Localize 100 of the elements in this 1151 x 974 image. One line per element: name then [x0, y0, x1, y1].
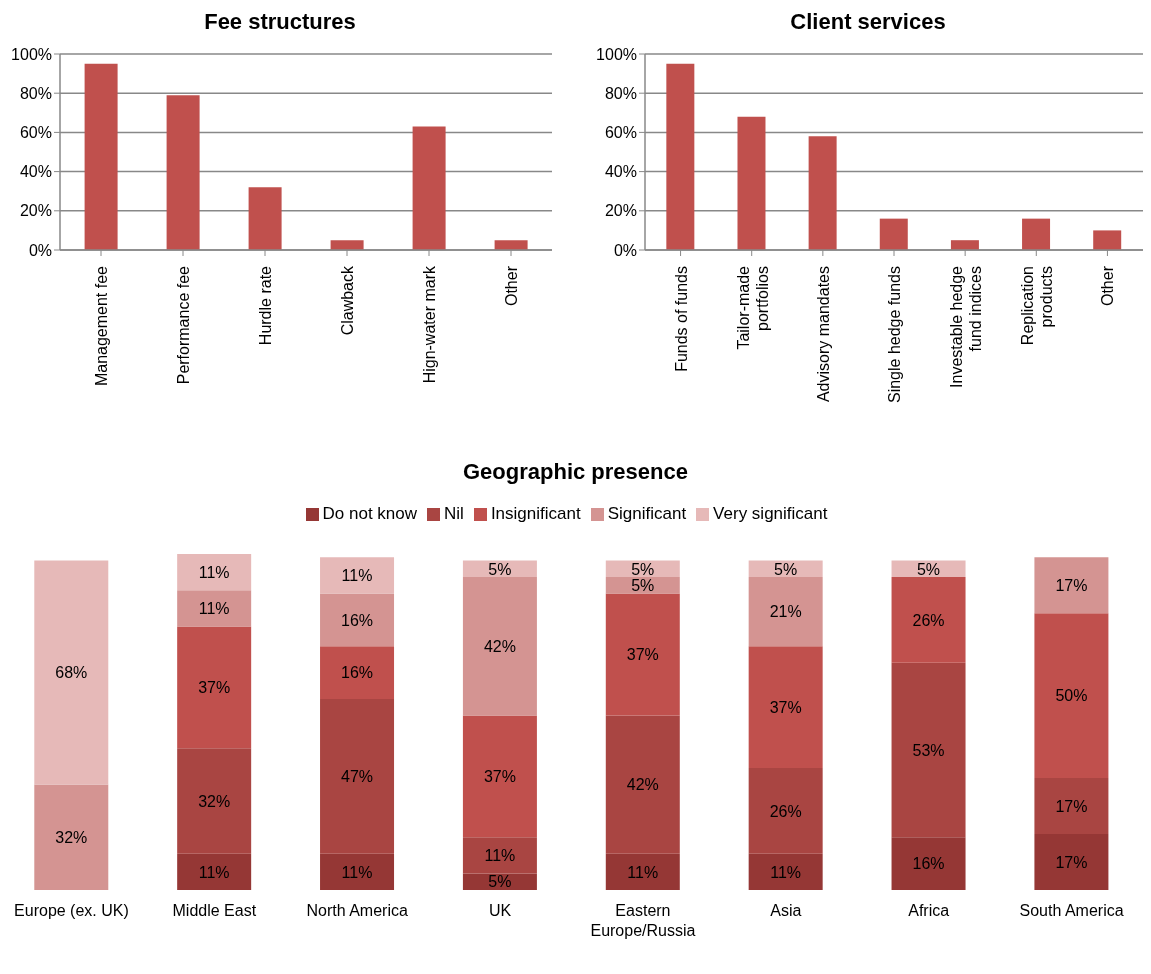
bar: [412, 126, 446, 250]
bar: [737, 116, 766, 250]
y-tick-label: 100%: [596, 45, 637, 63]
bar: [891, 662, 966, 838]
data-label: 32%: [198, 792, 231, 810]
data-label: 5%: [916, 560, 941, 578]
bar: [879, 218, 908, 250]
bar: [748, 768, 823, 854]
x-tick-label: Middle East: [172, 902, 257, 919]
bar: [248, 187, 282, 250]
bar: [330, 240, 364, 250]
x-tick-label: Advisory mandates: [814, 266, 832, 403]
data-label: 5%: [631, 576, 655, 594]
data-label: 50%: [1055, 687, 1088, 705]
legend-label: Do not know: [322, 504, 418, 523]
chart-title: Client services: [789, 8, 947, 36]
data-label: 37%: [626, 646, 659, 664]
bar: [950, 240, 979, 250]
data-label: 5%: [488, 560, 512, 578]
y-tick-label: 20%: [19, 202, 52, 220]
bar: [177, 853, 252, 890]
legend-label: Insignificant: [490, 504, 581, 523]
data-label: 17%: [1055, 853, 1088, 871]
data-label: 17%: [1055, 576, 1088, 594]
bar: [84, 63, 118, 250]
bar: [177, 590, 252, 627]
data-label: 68%: [55, 664, 88, 682]
y-tick-label: 0%: [613, 241, 637, 259]
bar: [177, 748, 252, 854]
x-tick-label: Eastern Europe/Russia: [590, 902, 696, 939]
data-label: 5%: [488, 873, 512, 891]
bar: [1034, 557, 1109, 614]
data-label: 47%: [341, 768, 374, 786]
bar: [320, 698, 395, 854]
data-label: 11%: [198, 863, 230, 881]
bar: [1034, 834, 1109, 890]
data-label: 11%: [770, 863, 802, 881]
data-label: 42%: [483, 637, 516, 655]
x-tick-label: Single hedge funds: [886, 266, 903, 403]
data-label: 37%: [483, 768, 516, 786]
data-label: 5%: [631, 560, 655, 578]
bar: [891, 577, 966, 663]
bar: [34, 560, 109, 785]
bar: [1034, 613, 1109, 778]
y-tick-label: 0%: [28, 241, 52, 259]
chart-title: Geographic presence: [462, 458, 689, 486]
data-label: 37%: [198, 679, 231, 697]
x-tick-label: North America: [306, 902, 408, 919]
bar: [166, 95, 200, 250]
x-tick-label: Funds of funds: [672, 266, 690, 372]
x-tick-label: South America: [1019, 902, 1124, 919]
x-tick-label: Hign-water mark: [421, 265, 438, 384]
x-tick-label: Asia: [770, 902, 802, 919]
bar: [177, 554, 252, 591]
bar: [320, 646, 395, 699]
data-label: 11%: [198, 563, 230, 581]
x-tick-label: Tailor-made portfolios: [734, 265, 771, 350]
x-tick-label: Europe (ex. UK): [14, 902, 129, 919]
bar: [605, 715, 680, 854]
bar: [462, 577, 537, 716]
data-label: 11%: [341, 567, 373, 585]
data-label: 21%: [769, 603, 802, 621]
bar: [34, 784, 109, 890]
bar: [808, 136, 837, 250]
bar: [1022, 218, 1051, 250]
legend-label: Very significant: [713, 504, 828, 523]
data-label: 26%: [769, 802, 802, 820]
bar: [320, 557, 395, 594]
data-label: 16%: [341, 611, 374, 629]
bar: [494, 240, 528, 250]
y-tick-label: 80%: [604, 84, 637, 102]
bar: [605, 577, 680, 594]
bar: [320, 593, 395, 647]
y-tick-label: 60%: [19, 124, 52, 142]
y-tick-label: 100%: [11, 45, 52, 63]
data-label: 53%: [912, 741, 945, 759]
x-tick-label: Other: [1099, 265, 1117, 307]
x-tick-label: UK: [488, 902, 512, 919]
data-label: 16%: [912, 855, 945, 873]
data-label: 11%: [484, 847, 516, 865]
data-label: 11%: [341, 863, 373, 881]
x-tick-label: Africa: [908, 902, 950, 919]
data-label: 42%: [626, 776, 659, 794]
bar: [320, 853, 395, 890]
legend-label: Nil: [444, 504, 464, 523]
bar: [1034, 778, 1109, 834]
bar: [462, 837, 537, 874]
y-tick-label: 20%: [604, 202, 637, 220]
x-tick-label: Clawback: [339, 265, 356, 336]
data-label: 37%: [769, 698, 802, 716]
data-label: 17%: [1055, 797, 1088, 815]
bar: [605, 853, 680, 890]
y-tick-label: 80%: [19, 84, 52, 102]
bar: [1093, 230, 1122, 250]
x-tick-label: Management fee: [93, 265, 110, 387]
bar: [462, 715, 537, 838]
x-tick-label: Other: [503, 265, 520, 307]
data-label: 26%: [912, 611, 945, 629]
chart-title: Fee structures: [203, 8, 357, 36]
y-tick-label: 60%: [604, 124, 637, 142]
